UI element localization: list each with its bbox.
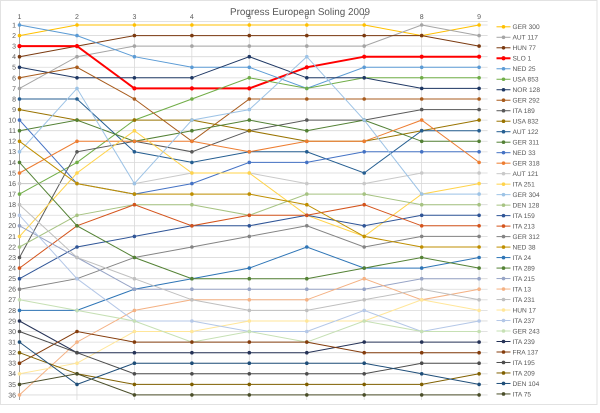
svg-text:1: 1 — [18, 14, 22, 21]
svg-text:23: 23 — [8, 255, 16, 262]
svg-text:35: 35 — [8, 382, 16, 389]
svg-text:ITA 75: ITA 75 — [513, 391, 532, 398]
svg-text:GER 300: GER 300 — [513, 24, 540, 31]
svg-text:26: 26 — [8, 287, 16, 294]
svg-text:AUT 117: AUT 117 — [513, 35, 539, 42]
svg-text:29: 29 — [8, 318, 16, 325]
svg-text:7: 7 — [362, 14, 366, 21]
svg-text:Progress European Soling 2009: Progress European Soling 2009 — [230, 7, 370, 18]
svg-text:USA 853: USA 853 — [513, 77, 539, 84]
svg-text:ITA 239: ITA 239 — [513, 339, 536, 346]
svg-text:6: 6 — [305, 14, 309, 21]
svg-text:NOR 128: NOR 128 — [513, 87, 541, 94]
svg-text:2: 2 — [12, 33, 16, 40]
svg-text:8: 8 — [420, 14, 424, 21]
svg-text:ITA 289: ITA 289 — [513, 265, 536, 272]
svg-text:22: 22 — [8, 244, 16, 251]
svg-text:7: 7 — [12, 86, 16, 93]
svg-text:9: 9 — [477, 14, 481, 21]
svg-text:AUT 122: AUT 122 — [513, 129, 539, 136]
svg-text:ITA 213: ITA 213 — [513, 224, 536, 231]
svg-text:FRA 137: FRA 137 — [513, 349, 539, 356]
svg-text:24: 24 — [8, 266, 16, 273]
svg-text:34: 34 — [8, 371, 16, 378]
svg-text:36: 36 — [8, 392, 16, 399]
svg-text:33: 33 — [8, 361, 16, 368]
svg-text:NED 38: NED 38 — [513, 244, 536, 251]
svg-text:HUN 17: HUN 17 — [513, 307, 537, 314]
svg-text:16: 16 — [8, 181, 16, 188]
svg-text:9: 9 — [12, 107, 16, 114]
svg-text:30: 30 — [8, 329, 16, 336]
svg-text:3: 3 — [12, 44, 16, 51]
svg-text:ITA 251: ITA 251 — [513, 182, 536, 189]
svg-text:19: 19 — [8, 213, 16, 220]
svg-text:10: 10 — [8, 118, 16, 125]
svg-text:DEN 104: DEN 104 — [513, 381, 540, 388]
svg-text:28: 28 — [8, 308, 16, 315]
svg-text:4: 4 — [190, 14, 194, 21]
svg-text:GER 311: GER 311 — [513, 140, 540, 147]
svg-text:3: 3 — [132, 14, 136, 21]
svg-text:21: 21 — [8, 234, 16, 241]
svg-text:SLO 1: SLO 1 — [513, 56, 532, 63]
svg-text:5: 5 — [247, 14, 251, 21]
svg-text:25: 25 — [8, 276, 16, 283]
svg-text:2: 2 — [75, 14, 79, 21]
svg-text:27: 27 — [8, 297, 16, 304]
svg-text:13: 13 — [8, 149, 16, 156]
svg-text:4: 4 — [12, 54, 16, 61]
svg-text:ITA 209: ITA 209 — [513, 370, 536, 377]
svg-text:14: 14 — [8, 160, 16, 167]
svg-text:12: 12 — [8, 139, 16, 146]
svg-text:ITA 24: ITA 24 — [513, 255, 532, 262]
svg-text:ITA 189: ITA 189 — [513, 108, 536, 115]
svg-text:GER 292: GER 292 — [513, 98, 540, 105]
svg-text:1: 1 — [12, 22, 16, 29]
svg-text:AUT 121: AUT 121 — [513, 171, 539, 178]
svg-text:USA 832: USA 832 — [513, 119, 539, 126]
svg-text:15: 15 — [8, 170, 16, 177]
svg-text:GER 243: GER 243 — [513, 328, 540, 335]
svg-text:ITA 13: ITA 13 — [513, 286, 532, 293]
svg-text:6: 6 — [12, 75, 16, 82]
svg-text:31: 31 — [8, 340, 16, 347]
svg-text:ITA 237: ITA 237 — [513, 318, 536, 325]
svg-text:8: 8 — [12, 96, 16, 103]
svg-text:ITA 215: ITA 215 — [513, 276, 536, 283]
svg-text:20: 20 — [8, 223, 16, 230]
svg-text:ITA 195: ITA 195 — [513, 360, 536, 367]
svg-text:5: 5 — [12, 65, 16, 72]
svg-text:GER 304: GER 304 — [513, 192, 540, 199]
svg-text:18: 18 — [8, 202, 16, 209]
svg-text:GER 312: GER 312 — [513, 234, 540, 241]
svg-text:NED 33: NED 33 — [513, 150, 536, 157]
svg-text:GER 318: GER 318 — [513, 161, 540, 168]
svg-text:17: 17 — [8, 192, 16, 199]
svg-text:HUN 77: HUN 77 — [513, 45, 537, 52]
svg-text:ITA 231: ITA 231 — [513, 297, 536, 304]
svg-text:32: 32 — [8, 350, 16, 357]
svg-text:NED 25: NED 25 — [513, 66, 536, 73]
svg-text:DEN 128: DEN 128 — [513, 203, 540, 210]
svg-text:ITA 159: ITA 159 — [513, 213, 536, 220]
svg-text:11: 11 — [9, 128, 16, 135]
